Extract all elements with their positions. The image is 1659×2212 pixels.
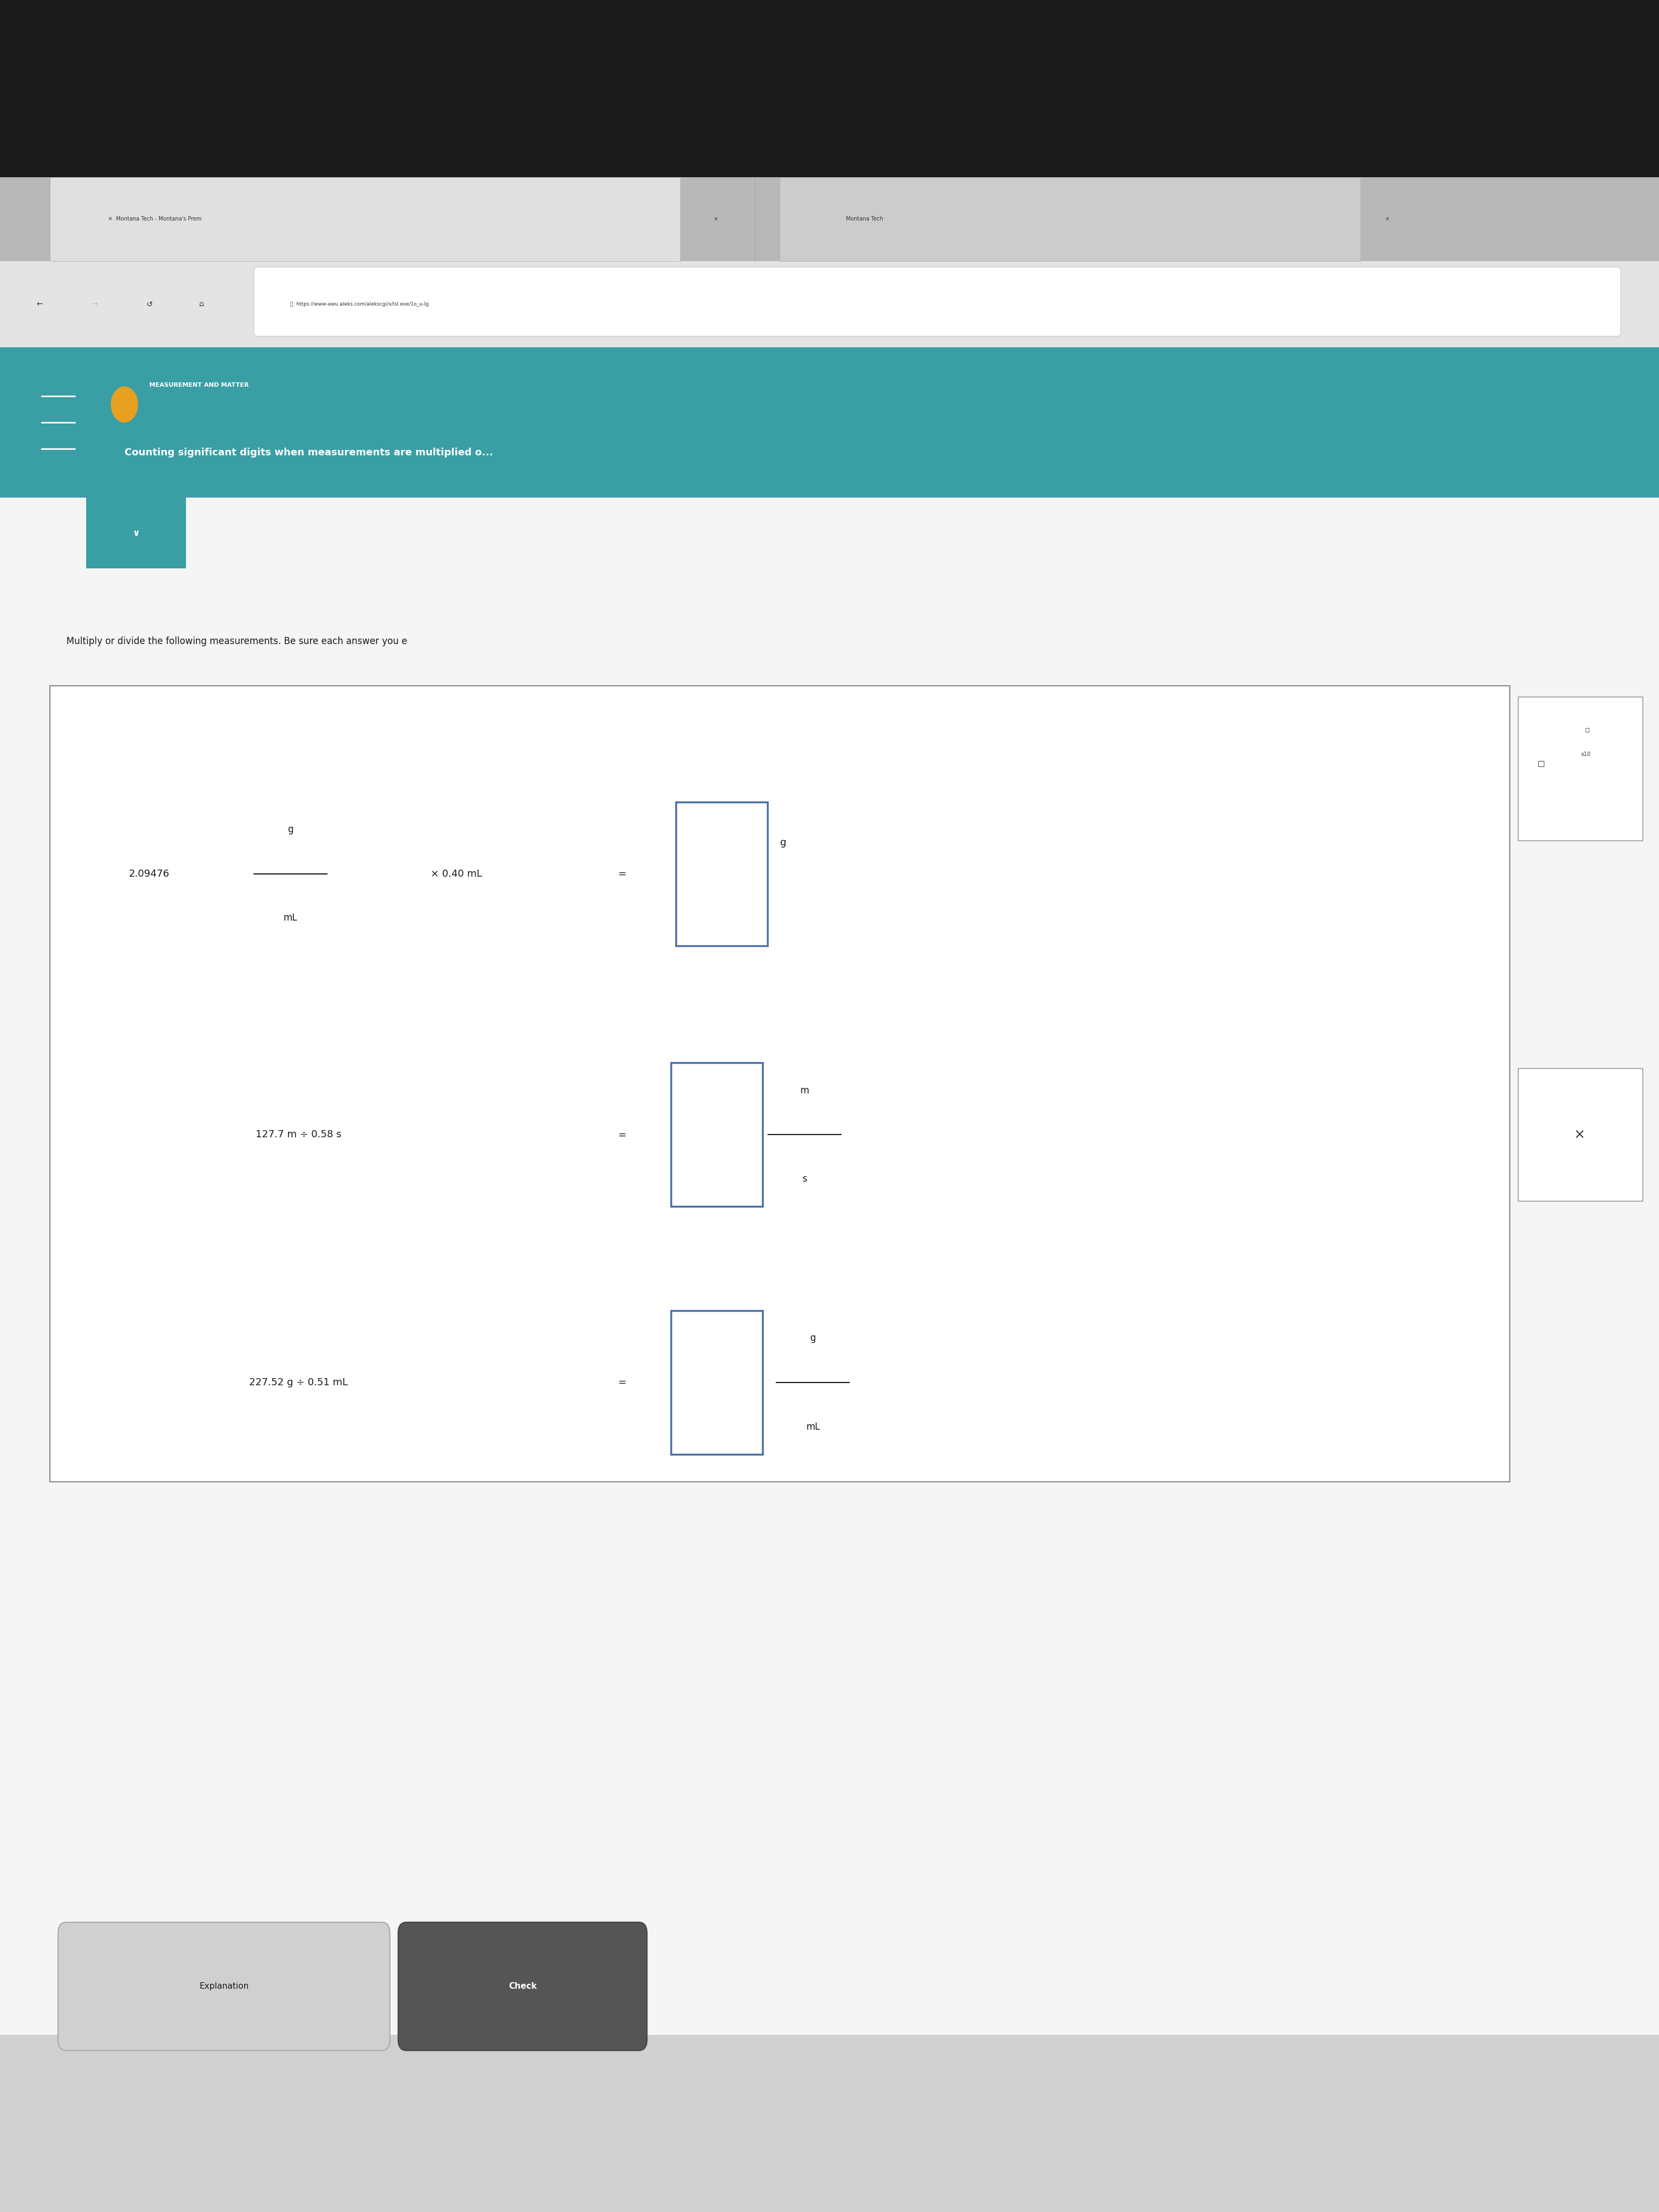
Text: ∨: ∨ <box>133 529 139 538</box>
Circle shape <box>111 387 138 422</box>
Text: =: = <box>619 1130 625 1139</box>
Text: 🔒  https://www-awu.aleks.com/alekscgi/x/lsl.exe/1o_u-lg: 🔒 https://www-awu.aleks.com/alekscgi/x/l… <box>290 301 428 307</box>
Text: × 0.40 mL: × 0.40 mL <box>430 869 483 878</box>
Text: Check: Check <box>508 1982 538 1991</box>
Text: Montana Tech: Montana Tech <box>846 217 883 221</box>
Text: MEASUREMENT AND MATTER: MEASUREMENT AND MATTER <box>149 383 249 387</box>
Text: g: g <box>780 838 786 847</box>
FancyBboxPatch shape <box>0 177 1659 261</box>
Text: ←: ← <box>36 301 43 307</box>
FancyBboxPatch shape <box>50 686 1510 1482</box>
Text: ⌂: ⌂ <box>199 301 204 307</box>
FancyBboxPatch shape <box>670 1310 761 1455</box>
Text: 2.09476: 2.09476 <box>129 869 169 878</box>
Text: x10: x10 <box>1581 752 1591 757</box>
Text: g: g <box>810 1334 816 1343</box>
FancyBboxPatch shape <box>0 498 1659 2035</box>
FancyBboxPatch shape <box>670 1062 761 1208</box>
FancyBboxPatch shape <box>254 268 1621 336</box>
Text: Multiply or divide the following measurements. Be sure each answer you e: Multiply or divide the following measure… <box>66 637 406 646</box>
FancyBboxPatch shape <box>1518 697 1642 841</box>
Text: □: □ <box>1538 759 1545 768</box>
Text: ✕  Montana Tech - Montana's Prem: ✕ Montana Tech - Montana's Prem <box>108 217 201 221</box>
Text: 127.7 m ÷ 0.58 s: 127.7 m ÷ 0.58 s <box>255 1130 342 1139</box>
Text: =: = <box>619 1378 625 1387</box>
FancyBboxPatch shape <box>1518 1068 1642 1201</box>
FancyBboxPatch shape <box>86 498 186 568</box>
Text: mL: mL <box>284 914 297 922</box>
Text: 227.52 g ÷ 0.51 mL: 227.52 g ÷ 0.51 mL <box>249 1378 348 1387</box>
Text: m: m <box>800 1086 810 1095</box>
Text: Counting significant digits when measurements are multiplied o...: Counting significant digits when measure… <box>124 447 493 458</box>
Text: g: g <box>287 825 294 834</box>
Text: ×: × <box>1385 217 1390 221</box>
FancyBboxPatch shape <box>0 347 1659 498</box>
FancyBboxPatch shape <box>398 1922 647 2051</box>
Text: ×: × <box>1574 1128 1584 1141</box>
Text: =: = <box>619 869 625 878</box>
Text: ↺: ↺ <box>146 301 153 307</box>
Text: ×: × <box>713 217 718 221</box>
FancyBboxPatch shape <box>0 261 1659 347</box>
Text: →: → <box>91 301 98 307</box>
Text: Explanation: Explanation <box>199 1982 249 1991</box>
FancyBboxPatch shape <box>58 1922 390 2051</box>
FancyBboxPatch shape <box>0 0 1659 177</box>
Text: □: □ <box>1584 728 1589 732</box>
FancyBboxPatch shape <box>780 177 1360 261</box>
FancyBboxPatch shape <box>677 803 766 947</box>
Text: mL: mL <box>806 1422 820 1431</box>
FancyBboxPatch shape <box>50 177 680 261</box>
Text: s: s <box>803 1175 806 1183</box>
